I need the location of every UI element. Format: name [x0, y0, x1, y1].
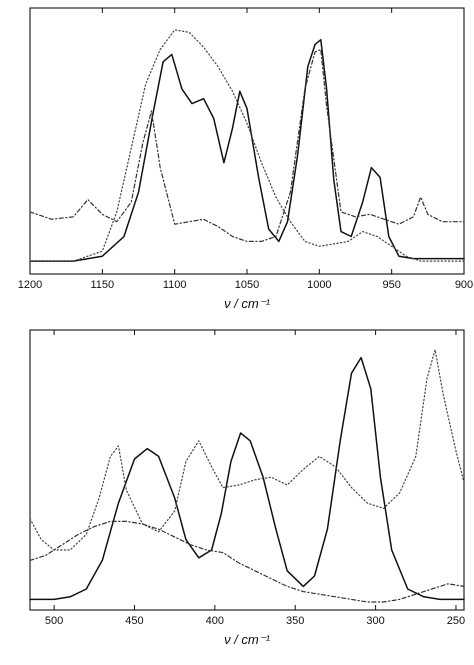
chart-1-panel: 1200 1150 1100 1050 1000 950 900 ν / cm⁻¹ [18, 7, 473, 311]
chart-2-panel: 500 450 400 350 300 250 ν / cm⁻¹ [29, 329, 465, 647]
chart-1-x-tick-label-2: 1100 [163, 279, 187, 291]
chart-1-series-dotted-line [29, 29, 465, 262]
chart-1-x-tick-label-5: 950 [382, 279, 400, 291]
chart-1-x-tick-label-1: 1150 [91, 279, 115, 291]
chart-1-x-tick-label-0: 1200 [18, 279, 42, 291]
chart-1-x-axis-label: ν / cm⁻¹ [224, 296, 271, 311]
chart-2-x-tick-label-3: 350 [286, 615, 304, 627]
chart-2-x-axis-label: ν / cm⁻¹ [224, 632, 271, 647]
chart-2-plot-frame [29, 329, 465, 611]
chart-1-series-solid-line [29, 38, 465, 262]
chart-1-x-tick-label-4: 1000 [307, 279, 331, 291]
chart-1-x-tick-label-3: 1050 [235, 279, 259, 291]
chart-1-x-tick-label-6: 900 [455, 279, 473, 291]
chart-2-x-tick-label-0: 500 [45, 615, 63, 627]
chart-2-x-tick-label-1: 450 [125, 615, 143, 627]
chart-2-series-dotted-line [29, 349, 465, 551]
chart-2-series-dash-dot-line [29, 520, 465, 603]
chart-2-x-tick-label-2: 400 [206, 615, 224, 627]
chart-1-plot-frame [29, 7, 465, 275]
chart-2-x-tick-label-4: 300 [366, 615, 384, 627]
chart-2-x-tick-label-5: 250 [447, 615, 465, 627]
chart-2-series-solid-line [29, 356, 465, 601]
chart-1-series-dash-dot-line [29, 48, 465, 242]
